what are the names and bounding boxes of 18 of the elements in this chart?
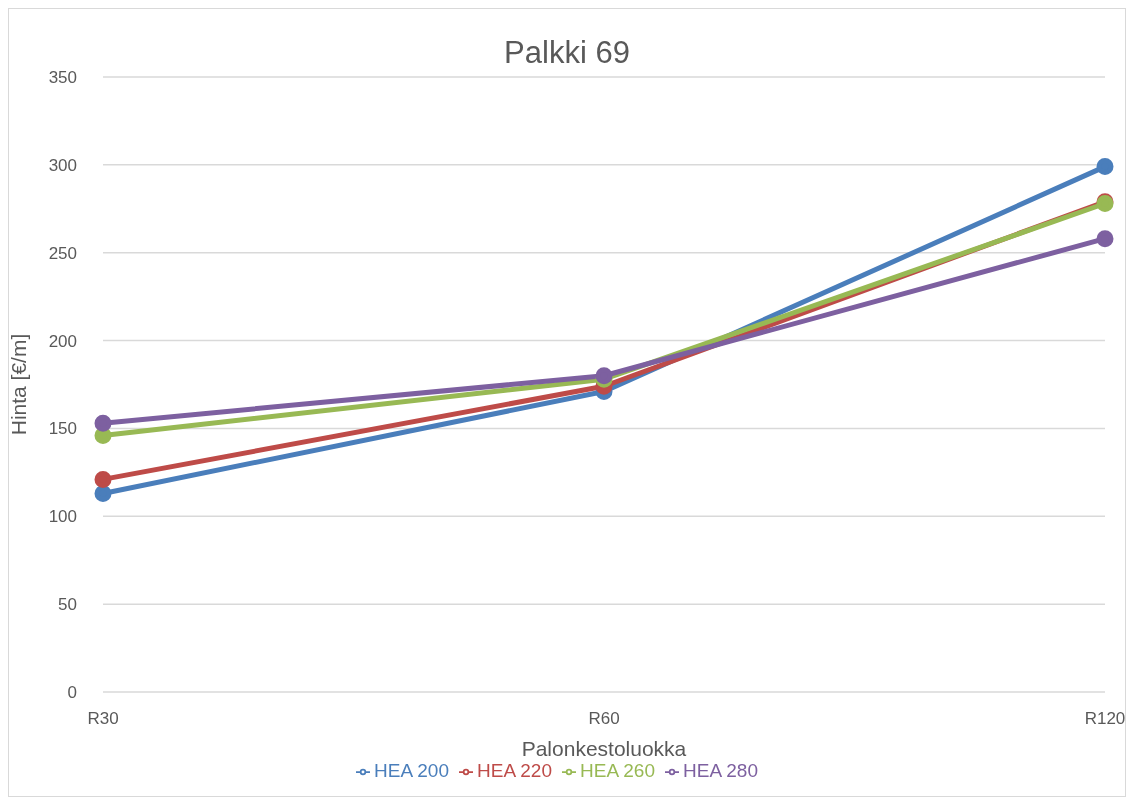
y-tick-label: 250: [48, 243, 77, 263]
y-tick-label: 300: [48, 155, 77, 175]
x-axis-title: Palonkestoluokka: [521, 737, 687, 760]
y-tick-label: 150: [48, 419, 77, 439]
y-tick-label: 100: [48, 507, 77, 527]
y-axis-title: Hinta [€/m]: [7, 333, 31, 436]
y-tick-label: 350: [48, 68, 77, 88]
y-tick-label: 0: [67, 683, 77, 703]
legend-label: HEA 260: [580, 760, 655, 781]
legend-label: HEA 220: [477, 760, 552, 781]
x-tick-label: R120: [1084, 709, 1126, 729]
chart-title: Palkki 69: [504, 35, 630, 70]
y-tick-label: 50: [58, 595, 77, 615]
y-tick-label: 200: [48, 331, 77, 351]
x-tick-label: R60: [588, 709, 620, 729]
x-tick-label: R30: [87, 709, 119, 729]
legend-label: HEA 200: [374, 760, 449, 781]
legend-label: HEA 280: [683, 760, 758, 781]
